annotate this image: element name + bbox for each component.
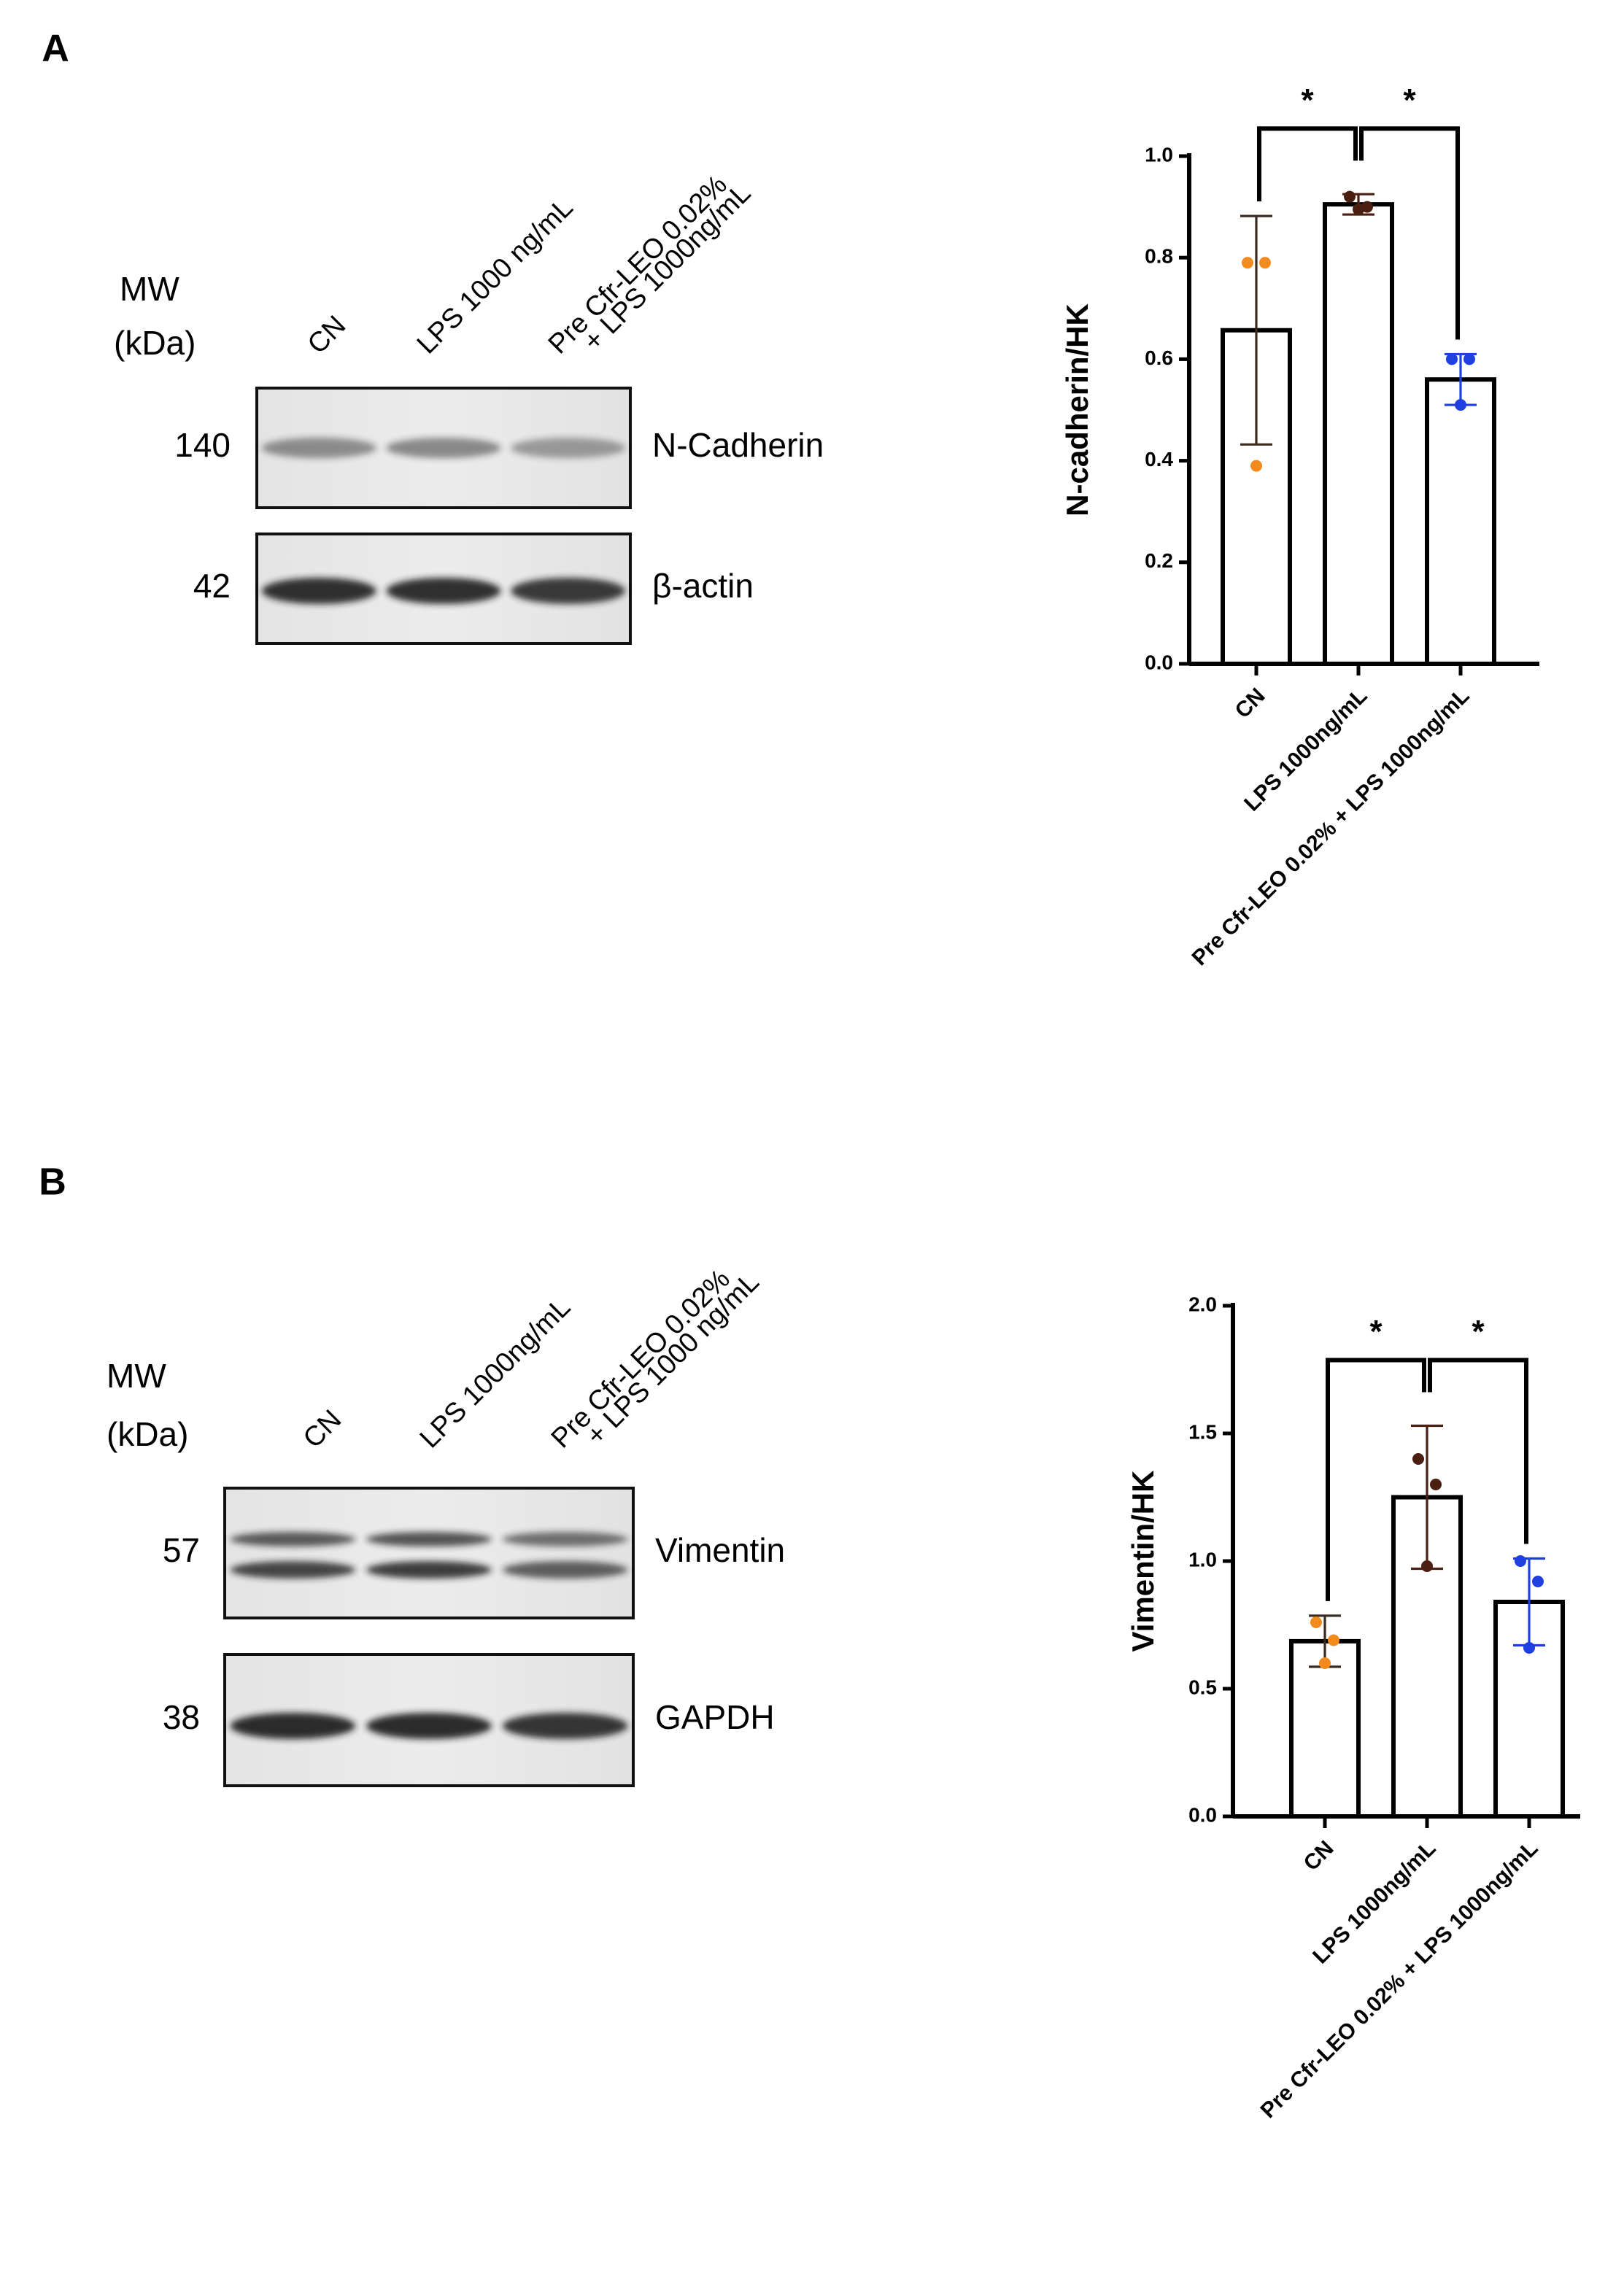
y-tick-label: 1.0 [1188, 1548, 1217, 1571]
blot-strip [223, 1487, 635, 1619]
lane-label: Pre Cfr-LEO 0.02% [546, 1263, 736, 1454]
blot-strip [255, 533, 632, 645]
band [502, 1561, 628, 1579]
y-tick-label: 0.4 [1145, 448, 1173, 471]
y-tick-label: 0.2 [1145, 549, 1173, 572]
mw-header: (kDa) [107, 1415, 188, 1453]
data-point [1515, 1555, 1526, 1567]
y-tick-label: 1.5 [1188, 1420, 1217, 1443]
significance-bracket [1326, 1358, 1426, 1601]
protein-label: GAPDH [655, 1698, 775, 1736]
significance-label: * [1472, 1314, 1485, 1350]
mw-header: MW [107, 1357, 166, 1395]
data-point [1242, 257, 1253, 269]
panel-label: A [42, 28, 69, 70]
x-tick-label: CN [1299, 1836, 1339, 1875]
y-tick-label: 1.0 [1145, 143, 1173, 166]
band [386, 438, 501, 458]
data-point [1455, 399, 1466, 411]
y-tick-label: 0.8 [1145, 245, 1173, 268]
band [230, 1713, 356, 1739]
mw-header: MW [120, 270, 179, 308]
x-tick-label: CN [1231, 684, 1270, 723]
mw-label: 42 [193, 567, 231, 605]
y-tick-label: 2.0 [1188, 1293, 1217, 1315]
band [511, 578, 626, 604]
blot-strip [255, 387, 632, 509]
data-point [1412, 1453, 1424, 1465]
data-point [1310, 1617, 1322, 1628]
data-point [1361, 201, 1373, 213]
band [366, 1561, 492, 1579]
bar [1425, 377, 1496, 666]
y-axis-label: Vimentin/HK [1126, 1471, 1160, 1652]
lane-label: CN [298, 1404, 348, 1455]
data-point [1446, 353, 1458, 365]
panel-label: B [39, 1161, 66, 1204]
data-point [1344, 190, 1356, 203]
band [511, 438, 626, 458]
data-point [1421, 1560, 1433, 1572]
y-tick-label: 0.5 [1188, 1676, 1217, 1698]
protein-label: β-actin [652, 567, 754, 605]
bar [1323, 202, 1394, 666]
data-point [1259, 257, 1271, 269]
data-point [1463, 353, 1475, 365]
lane-label: Pre Cfr-LEO 0.02% [543, 169, 733, 360]
mw-header: (kDa) [114, 324, 196, 362]
data-point [1532, 1576, 1544, 1587]
y-tick-label: 0.0 [1188, 1803, 1217, 1826]
band [366, 1532, 492, 1546]
mw-label: 57 [163, 1531, 200, 1569]
lane-label: + LPS 1000 ng/mL [581, 1266, 765, 1451]
band [261, 578, 376, 604]
blot-strip [223, 1653, 635, 1787]
band [366, 1713, 492, 1739]
data-point [1353, 204, 1364, 216]
y-tick-label: 0.6 [1145, 346, 1173, 369]
y-tick-label: 0.0 [1145, 651, 1173, 673]
mw-label: 38 [163, 1698, 200, 1736]
significance-bracket [1257, 126, 1358, 202]
significance-label: * [1369, 1314, 1383, 1350]
protein-label: Vimentin [655, 1531, 785, 1569]
data-point [1430, 1479, 1442, 1490]
band [502, 1532, 628, 1546]
band [386, 578, 501, 604]
data-point [1328, 1634, 1339, 1646]
band [230, 1532, 356, 1546]
band [502, 1713, 628, 1739]
lane-label: + LPS 1000ng/mL [578, 178, 757, 357]
lane-label: CN [302, 310, 352, 360]
data-point [1319, 1657, 1331, 1669]
significance-label: * [1403, 82, 1416, 118]
protein-label: N-Cadherin [652, 426, 824, 464]
significance-label: * [1301, 82, 1314, 118]
membrane [223, 1487, 635, 1619]
mw-label: 140 [174, 426, 231, 464]
significance-bracket [1428, 1358, 1528, 1544]
data-point [1523, 1642, 1535, 1654]
data-point [1250, 460, 1262, 472]
y-axis-label: N-cadherin/HK [1060, 303, 1094, 516]
significance-bracket [1359, 126, 1460, 340]
band [261, 438, 376, 458]
band [230, 1561, 356, 1579]
